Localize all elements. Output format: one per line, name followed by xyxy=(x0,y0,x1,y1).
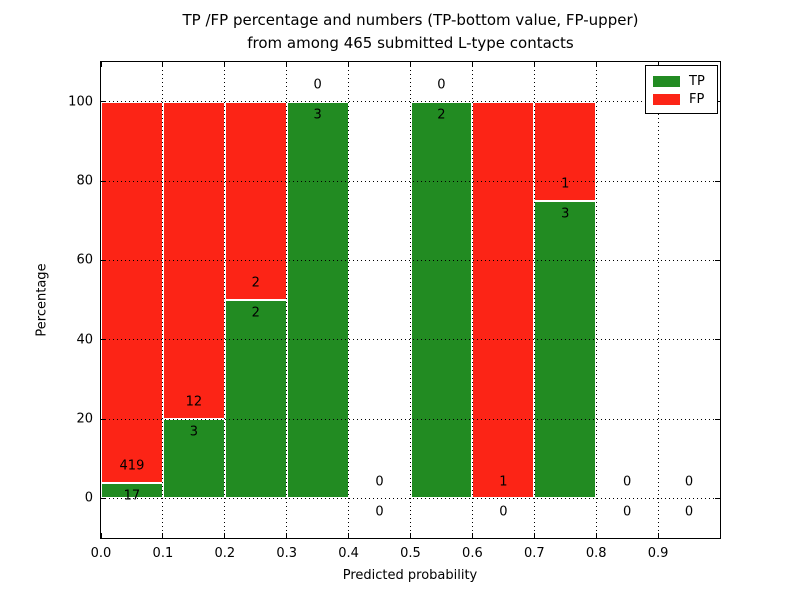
x-tick-bottom xyxy=(348,533,350,538)
x-tick-top xyxy=(286,62,288,67)
y-axis-label: Percentage xyxy=(34,263,50,337)
x-tick-top xyxy=(657,62,659,67)
legend-swatch-fp xyxy=(653,93,680,105)
bar-segment-fp xyxy=(472,101,535,499)
bar-segment-tp xyxy=(534,200,597,499)
bar-count-label-tp: 3 xyxy=(313,107,322,123)
y-tick-left xyxy=(101,418,106,420)
plot-area: 419 17 12 3 2 2 0 3 0 0 0 2 1 0 1 3 0 0 0 0 xyxy=(100,61,721,539)
y-tick-label: 60 xyxy=(76,252,93,268)
bar-count-label-tp: 0 xyxy=(623,504,632,520)
x-tick-top xyxy=(100,62,102,67)
gridline-vertical xyxy=(533,62,535,538)
bar-segment-tp xyxy=(162,419,225,499)
bar-count-label-tp: 2 xyxy=(437,107,446,123)
chart-title-line2: from among 465 submitted L-type contacts xyxy=(247,34,574,52)
x-tick-bottom xyxy=(410,533,411,538)
bar-segment-fp xyxy=(101,101,163,483)
bar-count-label-fp: 1 xyxy=(561,176,570,192)
bar-segment-fp xyxy=(224,101,287,300)
y-tick-left xyxy=(101,339,106,341)
bar-count-label-tp: 3 xyxy=(561,206,570,222)
legend: TP FP xyxy=(645,65,718,114)
bar-count-label-tp: 0 xyxy=(684,504,694,520)
bar-count-label-fp: 0 xyxy=(684,474,694,490)
y-tick-left xyxy=(101,101,106,103)
y-tick-right xyxy=(715,418,720,420)
chart-title: TP /FP percentage and numbers (TP-bottom… xyxy=(100,9,721,55)
x-tick-label: 0.2 xyxy=(214,546,236,561)
bar-count-label-tp: 2 xyxy=(251,305,260,321)
bar-count-label-fp: 1 xyxy=(499,474,508,490)
gridline-vertical xyxy=(224,62,226,538)
x-tick-bottom xyxy=(471,533,473,538)
y-tick-right xyxy=(715,259,720,261)
y-tick-right xyxy=(715,497,720,499)
bar-segment-tp xyxy=(410,101,473,499)
gridline-vertical xyxy=(162,62,164,538)
legend-label-tp: TP xyxy=(689,73,705,89)
bar-count-label-fp: 2 xyxy=(251,275,260,291)
bar-segment-fp xyxy=(534,101,597,201)
x-tick-top xyxy=(533,62,535,67)
y-tick-label: 80 xyxy=(76,173,93,189)
gridline-vertical xyxy=(595,62,597,538)
legend-item: FP xyxy=(653,90,710,108)
gridline-vertical xyxy=(286,62,288,538)
bar-count-label-fp: 0 xyxy=(375,474,384,490)
legend-label-fp: FP xyxy=(689,91,705,107)
x-tick-top xyxy=(162,62,164,67)
bar-segment-tp xyxy=(224,300,287,499)
y-tick-left xyxy=(101,497,106,499)
bar-count-label-fp: 419 xyxy=(119,458,145,474)
x-tick-top xyxy=(410,62,411,67)
bar-count-label-fp: 0 xyxy=(623,474,632,490)
bar-count-label-tp: 0 xyxy=(375,504,384,520)
gridline-vertical xyxy=(471,62,473,538)
y-tick-label: 20 xyxy=(76,411,93,427)
x-tick-label: 0.6 xyxy=(462,546,483,561)
x-tick-bottom xyxy=(595,533,597,538)
bar-count-label-fp: 12 xyxy=(185,394,203,410)
bar-count-label-fp: 0 xyxy=(313,77,322,93)
y-tick-left xyxy=(101,259,106,261)
x-tick-label: 0.7 xyxy=(523,546,545,561)
x-tick-top xyxy=(595,62,597,67)
x-tick-label: 0.0 xyxy=(90,546,112,561)
x-axis-label: Predicted probability xyxy=(342,568,478,583)
x-tick-label: 0.3 xyxy=(276,546,298,561)
y-tick-left xyxy=(101,180,106,182)
y-tick-right xyxy=(715,180,720,182)
bar-count-label-tp: 3 xyxy=(189,424,198,440)
gridline-vertical xyxy=(657,62,659,538)
legend-item: TP xyxy=(653,72,710,90)
x-tick-label: 0.1 xyxy=(152,546,174,561)
x-tick-label: 0.9 xyxy=(647,546,669,561)
gridline-vertical xyxy=(348,62,350,538)
x-tick-bottom xyxy=(286,533,288,538)
x-tick-top xyxy=(224,62,226,67)
chart-title-line1: TP /FP percentage and numbers (TP-bottom… xyxy=(182,11,639,29)
bar-count-label-tp: 17 xyxy=(123,488,141,504)
y-tick-label: 40 xyxy=(76,332,93,348)
x-tick-bottom xyxy=(657,533,659,538)
x-tick-bottom xyxy=(100,533,102,538)
x-tick-bottom xyxy=(533,533,535,538)
x-tick-label: 0.8 xyxy=(585,546,607,561)
bar-count-label-fp: 0 xyxy=(437,77,446,93)
y-tick-label: 100 xyxy=(68,94,93,110)
legend-swatch-tp xyxy=(653,75,680,87)
x-tick-label: 0.4 xyxy=(338,546,359,561)
x-tick-top xyxy=(471,62,473,67)
bar-segment-tp xyxy=(286,101,349,499)
x-tick-top xyxy=(348,62,350,67)
gridline-vertical xyxy=(410,62,411,538)
x-tick-label: 0.5 xyxy=(400,546,421,561)
bar-count-label-tp: 0 xyxy=(499,504,508,520)
y-tick-right xyxy=(715,339,720,341)
x-tick-bottom xyxy=(224,533,226,538)
x-tick-bottom xyxy=(162,533,164,538)
y-tick-label: 0 xyxy=(84,490,93,506)
